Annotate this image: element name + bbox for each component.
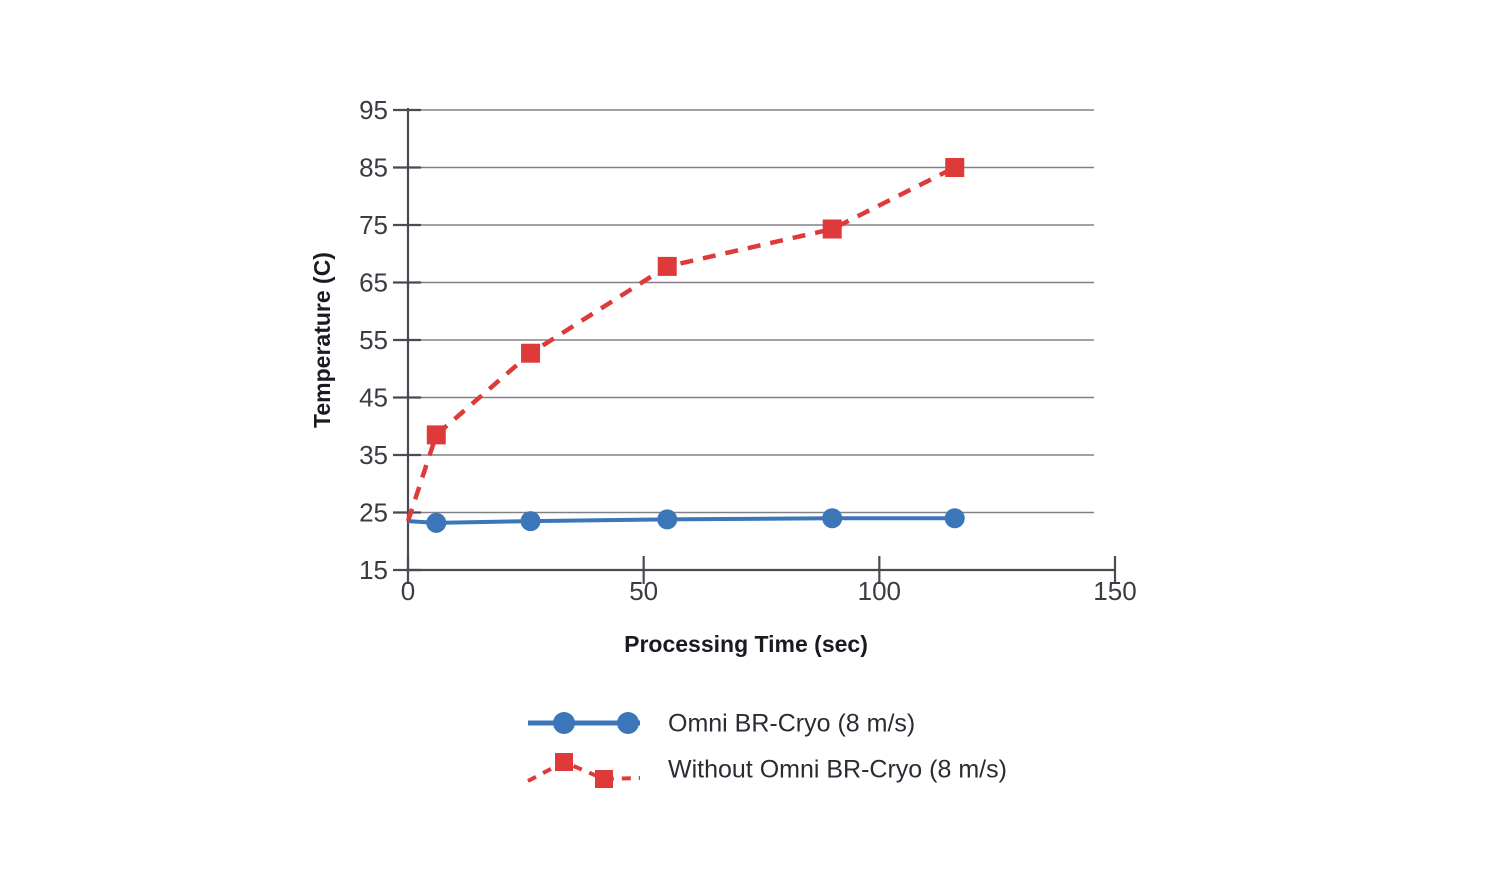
x-axis-title: Processing Time (sec) — [624, 631, 868, 657]
y-tick-label: 45 — [359, 383, 388, 413]
x-tick-label: 0 — [401, 576, 415, 606]
gridlines — [408, 109, 1094, 571]
legend-item-label: Omni BR-Cryo (8 m/s) — [668, 710, 915, 738]
y-tick-label: 25 — [359, 498, 388, 528]
series-1 — [407, 508, 965, 533]
y-tick-label: 65 — [359, 268, 388, 298]
y-tick-label: 55 — [359, 325, 388, 355]
y-tick-label: 95 — [359, 95, 388, 125]
legend-marker — [555, 753, 573, 771]
chart-legend: Omni BR-Cryo (8 m/s) Without Omni BR-Cryo… — [527, 710, 1007, 788]
series-line-2 — [405, 165, 956, 522]
legend-item-1[interactable]: Omni BR-Cryo (8 m/s) — [528, 710, 915, 738]
legend-item-2[interactable]: Without Omni BR-Cryo (8 m/s) — [527, 753, 1007, 788]
legend-item-label: Without Omni BR-Cryo (8 m/s) — [668, 756, 1007, 784]
y-axis — [393, 108, 421, 572]
series-line-1 — [407, 516, 955, 525]
y-axis-title: Temperature (C) — [309, 252, 335, 428]
data-point — [944, 508, 965, 529]
legend-line-2 — [527, 759, 641, 783]
legend-marker — [617, 712, 639, 734]
data-point — [520, 511, 541, 532]
data-series-layer — [405, 158, 965, 533]
data-point — [657, 509, 678, 530]
series-2 — [405, 158, 965, 522]
y-tick-labels: 15 25 35 45 55 65 75 85 95 — [359, 95, 388, 585]
x-tick-label: 50 — [629, 576, 658, 606]
y-tick-label: 35 — [359, 440, 388, 470]
y-tick-label: 15 — [359, 555, 388, 585]
data-point — [822, 508, 843, 529]
data-point — [426, 512, 447, 533]
data-point — [521, 343, 541, 363]
x-tick-label: 150 — [1093, 576, 1136, 606]
data-point — [945, 158, 965, 177]
x-tick-label: 100 — [858, 576, 901, 606]
y-tick-label: 85 — [359, 153, 388, 183]
legend-marker — [553, 712, 575, 734]
data-point — [426, 425, 446, 445]
data-point — [657, 256, 677, 276]
x-tick-labels: 0 50 100 150 — [401, 576, 1137, 606]
y-tick-label: 75 — [359, 210, 388, 240]
data-point — [822, 219, 842, 239]
x-axis — [406, 556, 1117, 584]
legend-marker — [595, 770, 613, 788]
